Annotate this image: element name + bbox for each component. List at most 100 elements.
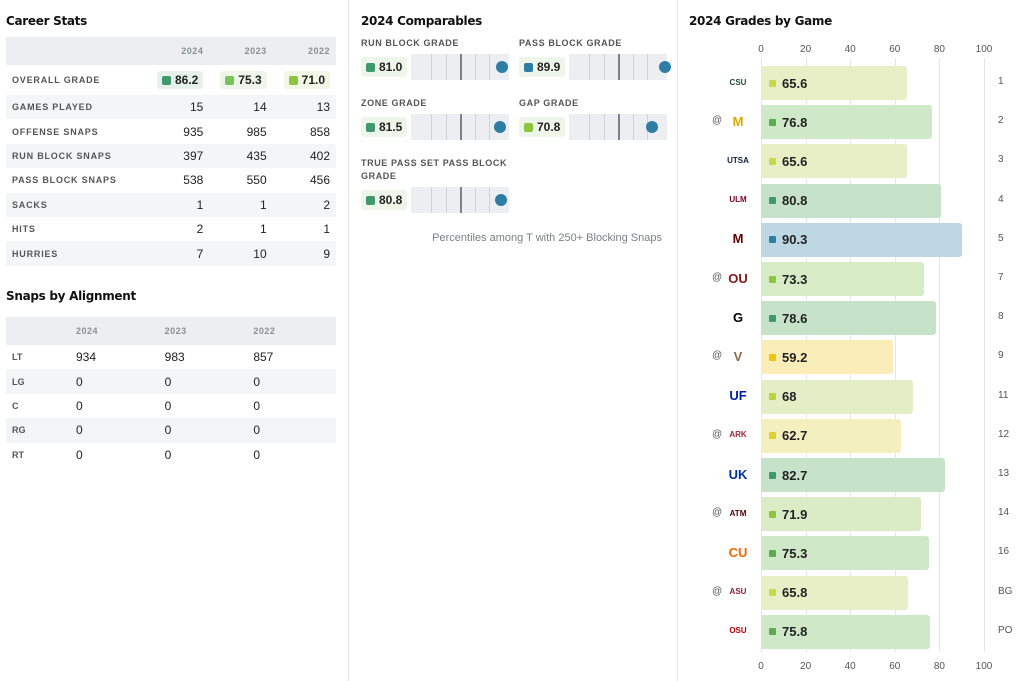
- axis-tick-label: 100: [975, 44, 993, 55]
- stat-value: 15: [146, 95, 210, 120]
- row-label: OFFENSE SNAPS: [12, 126, 99, 137]
- snap-value: 934: [76, 350, 97, 365]
- comparable-label: TRUE PASS SET PASS BLOCK GRADE: [361, 158, 508, 181]
- grade-badge: 80.8: [361, 190, 408, 210]
- opponent-logo-icon: CSU: [729, 77, 747, 87]
- percentile-bar: [411, 187, 509, 213]
- percentile-bar: [569, 54, 672, 80]
- snap-value: 0: [164, 398, 172, 413]
- grade-bar: [761, 301, 937, 336]
- table-row: HITS 2 1 1: [6, 217, 336, 241]
- comparable-item: PASS BLOCK GRADE 89.9: [519, 37, 672, 80]
- stat-value: 9: [272, 241, 336, 266]
- row-label: RUN BLOCK SNAPS: [6, 143, 146, 169]
- game-number: 16: [998, 546, 1010, 558]
- comparable-label: GAP GRADE: [519, 98, 579, 108]
- grade-bar: [761, 340, 894, 375]
- table-row: RT 0 0 0: [6, 443, 336, 467]
- game-row[interactable]: @ ASU 65.8 BG: [700, 573, 1020, 611]
- game-row[interactable]: ULM 80.8 4: [700, 181, 1020, 219]
- game-row[interactable]: @ V 59.2 9: [700, 337, 1020, 375]
- stat-value: 858: [309, 124, 330, 139]
- away-marker: @: [712, 115, 723, 127]
- game-row[interactable]: @ M 76.8 2: [700, 102, 1020, 140]
- stat-value: 538: [183, 173, 204, 188]
- stat-value: 10: [209, 241, 273, 266]
- opponent-logo-icon: UK: [728, 466, 748, 482]
- game-row[interactable]: G 78.6 8: [700, 298, 1020, 336]
- alignment-table: 2024 2023 2022 LT 934 983 857 LG 0 0 0 C 0 0 0 RG 0 0 0…: [6, 317, 336, 467]
- snap-value: 0: [158, 369, 248, 394]
- table-row: RG 0 0 0: [6, 418, 336, 443]
- game-number: 4: [998, 193, 1004, 205]
- career-stats-table: 2024 2023 2022 OVERALL GRADE 86.2 75.3 7…: [6, 37, 336, 266]
- game-row[interactable]: CSU 65.6 1: [700, 63, 1020, 101]
- game-row[interactable]: UTSA 65.6 3: [700, 141, 1020, 179]
- table-row: LT 934 983 857: [6, 345, 336, 369]
- percentile-marker: [495, 194, 508, 206]
- grade-bar: [761, 66, 908, 100]
- grade-label: 90.3: [769, 220, 807, 260]
- grade-bar: [761, 183, 942, 218]
- stat-value: 985: [246, 124, 267, 139]
- game-row[interactable]: CU 75.3 16: [700, 533, 1020, 571]
- stat-value: 7: [146, 241, 210, 266]
- grade-badge: 75.3: [220, 71, 267, 89]
- game-number: 12: [998, 428, 1010, 440]
- opponent-logo-icon: ULM: [729, 195, 747, 205]
- comparable-item: RUN BLOCK GRADE 81.0: [361, 37, 509, 80]
- grade-label: 65.8: [769, 573, 807, 613]
- stat-value: 935: [183, 124, 204, 139]
- percentile-bar: [411, 114, 509, 140]
- grade-badge: 81.5: [361, 117, 408, 137]
- opponent-logo-icon: V: [733, 348, 743, 364]
- percentile-marker: [494, 121, 507, 133]
- opponent-logo-icon: UF: [729, 388, 747, 404]
- axis-tick-label: 60: [889, 661, 901, 672]
- stat-value: 1: [146, 192, 210, 217]
- x-axis-bottom: 0 20 40 60 80 100: [758, 661, 992, 673]
- grade-bar: [761, 575, 908, 610]
- game-number: 8: [998, 311, 1004, 323]
- percentile-bar: [569, 114, 667, 140]
- percentile-marker: [496, 61, 509, 73]
- grade-bar: [761, 105, 933, 140]
- game-row[interactable]: OSU 75.8 PO: [700, 612, 1020, 650]
- snap-value: 983: [164, 350, 185, 365]
- position-label: RG: [6, 418, 70, 443]
- opponent-logo-icon: OSU: [729, 626, 747, 636]
- game-number: 11: [998, 389, 1009, 401]
- stat-value: 13: [272, 95, 336, 120]
- snap-value: 0: [70, 418, 159, 443]
- year-header: 2023: [209, 37, 273, 65]
- snap-value: 857: [253, 350, 274, 365]
- stat-value: 2: [272, 192, 336, 217]
- grade-bar: [761, 614, 931, 649]
- comparable-item: GAP GRADE 70.8: [519, 97, 667, 140]
- grade-label: 75.3: [769, 533, 807, 573]
- percentile-marker: [646, 121, 659, 133]
- row-label: HITS: [12, 224, 36, 235]
- game-row[interactable]: UK 82.7 13: [700, 455, 1020, 493]
- game-row[interactable]: @ ARK 62.7 12: [700, 416, 1020, 454]
- opponent-logo-icon: UTSA: [727, 155, 749, 165]
- game-row[interactable]: M 90.3 5: [700, 220, 1020, 258]
- game-number: BG: [998, 585, 1013, 597]
- percentile-bar: [411, 54, 509, 80]
- game-number: 7: [998, 272, 1004, 283]
- game-row[interactable]: @ OU 73.3 7: [700, 259, 1020, 297]
- row-label: GAMES PLAYED: [6, 95, 146, 120]
- table-row: RUN BLOCK SNAPS 397 435 402: [6, 143, 336, 169]
- game-number: 1: [998, 76, 1004, 87]
- table-row: SACKS 1 1 2: [6, 192, 336, 217]
- game-row[interactable]: @ ATM 71.9 14: [700, 494, 1020, 532]
- game-number: 14: [998, 507, 1010, 519]
- grade-badge: 86.2: [156, 71, 204, 89]
- stat-value: 397: [146, 143, 210, 169]
- year-header: 2022: [272, 37, 336, 65]
- stat-value: 1: [259, 222, 267, 237]
- game-row[interactable]: UF 68 11: [700, 377, 1020, 415]
- opponent-logo-icon: ARK: [729, 430, 747, 440]
- snap-value: 0: [253, 398, 260, 413]
- comparables-title: 2024 Comparables: [361, 14, 483, 28]
